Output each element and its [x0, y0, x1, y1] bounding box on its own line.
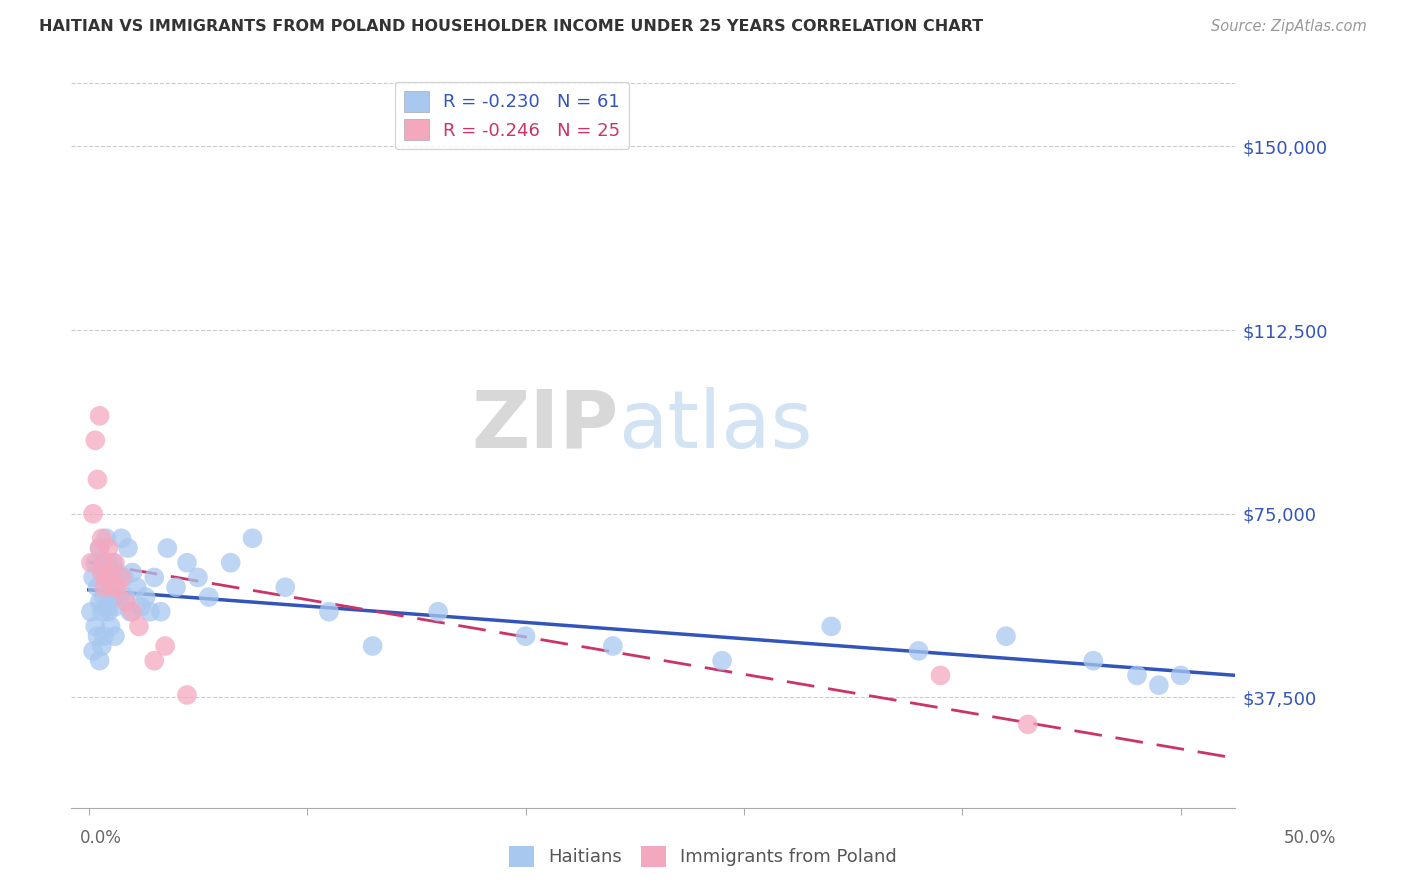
Text: HAITIAN VS IMMIGRANTS FROM POLAND HOUSEHOLDER INCOME UNDER 25 YEARS CORRELATION : HAITIAN VS IMMIGRANTS FROM POLAND HOUSEH…: [39, 20, 983, 34]
Point: [427, 605, 450, 619]
Legend: Haitians, Immigrants from Poland: Haitians, Immigrants from Poland: [502, 838, 904, 874]
Point: [86, 629, 108, 643]
Point: [121, 566, 143, 580]
Point: [101, 580, 124, 594]
Point: [93, 629, 115, 643]
Point: [115, 590, 138, 604]
Point: [149, 605, 172, 619]
Point: [156, 541, 179, 555]
Text: ZIP: ZIP: [471, 386, 619, 465]
Point: [101, 556, 124, 570]
Point: [90, 531, 112, 545]
Point: [108, 590, 131, 604]
Point: [97, 605, 120, 619]
Point: [84, 556, 107, 570]
Point: [117, 541, 139, 555]
Point: [86, 580, 108, 594]
Point: [90, 605, 112, 619]
Point: [89, 541, 111, 555]
Point: [143, 654, 166, 668]
Point: [121, 605, 143, 619]
Point: [820, 619, 842, 633]
Point: [176, 688, 198, 702]
Point: [176, 556, 198, 570]
Point: [165, 580, 187, 594]
Legend: R = -0.230   N = 61, R = -0.246   N = 25: R = -0.230 N = 61, R = -0.246 N = 25: [395, 82, 630, 149]
Point: [82, 644, 104, 658]
Point: [96, 599, 118, 614]
Point: [110, 531, 132, 545]
Point: [90, 566, 112, 580]
Point: [907, 644, 929, 658]
Point: [274, 580, 297, 594]
Point: [125, 580, 148, 594]
Point: [80, 556, 103, 570]
Point: [90, 566, 112, 580]
Point: [104, 556, 127, 570]
Point: [1126, 668, 1149, 682]
Point: [104, 629, 127, 643]
Point: [128, 619, 150, 633]
Point: [89, 595, 111, 609]
Point: [82, 507, 104, 521]
Point: [711, 654, 734, 668]
Point: [93, 556, 115, 570]
Point: [89, 409, 111, 423]
Point: [89, 541, 111, 555]
Point: [84, 619, 107, 633]
Point: [134, 590, 156, 604]
Point: [80, 605, 103, 619]
Point: [90, 639, 112, 653]
Point: [318, 605, 340, 619]
Point: [242, 531, 264, 545]
Point: [105, 566, 128, 580]
Point: [515, 629, 537, 643]
Text: 50.0%: 50.0%: [1284, 829, 1337, 847]
Text: 0.0%: 0.0%: [80, 829, 122, 847]
Point: [1147, 678, 1170, 692]
Point: [139, 605, 162, 619]
Point: [994, 629, 1017, 643]
Point: [110, 570, 132, 584]
Text: Source: ZipAtlas.com: Source: ZipAtlas.com: [1211, 20, 1367, 34]
Point: [129, 599, 152, 614]
Point: [93, 556, 115, 570]
Point: [1083, 654, 1105, 668]
Point: [93, 590, 115, 604]
Point: [120, 605, 142, 619]
Point: [198, 590, 221, 604]
Point: [115, 595, 138, 609]
Point: [1170, 668, 1192, 682]
Point: [82, 570, 104, 584]
Point: [112, 570, 135, 584]
Point: [219, 556, 242, 570]
Point: [104, 599, 127, 614]
Point: [84, 434, 107, 448]
Point: [143, 570, 166, 584]
Point: [100, 619, 122, 633]
Text: atlas: atlas: [619, 386, 813, 465]
Point: [105, 580, 128, 594]
Point: [602, 639, 624, 653]
Point: [100, 580, 122, 594]
Point: [96, 531, 118, 545]
Point: [100, 566, 122, 580]
Point: [97, 541, 120, 555]
Point: [1017, 717, 1039, 731]
Point: [187, 570, 209, 584]
Point: [93, 580, 115, 594]
Point: [89, 654, 111, 668]
Point: [101, 590, 124, 604]
Point: [361, 639, 384, 653]
Point: [153, 639, 176, 653]
Point: [97, 556, 120, 570]
Point: [86, 473, 108, 487]
Point: [929, 668, 952, 682]
Point: [96, 570, 118, 584]
